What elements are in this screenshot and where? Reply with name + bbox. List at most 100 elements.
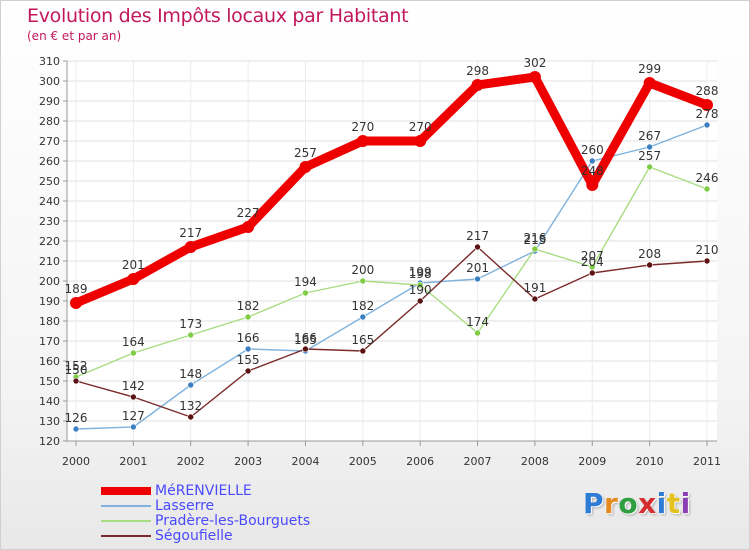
data-point [127,273,140,285]
data-point [474,275,481,283]
data-point [299,161,312,173]
data-label: 164 [122,335,145,349]
y-axis-ticks: 120 130 140 150 160 170 180 190 200 210 220 230 240 2… [39,55,67,448]
grid-lines [67,60,717,442]
data-point [72,377,80,385]
data-point [643,77,656,89]
data-label: 201 [466,261,489,275]
data-point [701,99,713,111]
data-label: 302 [523,56,546,70]
data-labels-layer: 189 201 217 227 257 270 270 298 302 248 299 288 126 1… [65,56,719,425]
data-point [242,221,255,233]
data-label: 198 [409,267,432,281]
logo-letter: r [604,487,619,520]
data-point [471,79,484,91]
data-point [187,331,195,339]
series-line-m-renvielle [71,72,712,308]
legend-swatch-lasserre [101,505,151,507]
data-label: 299 [638,62,661,76]
y-tick-label: 230 [39,215,60,228]
data-label: 207 [581,249,604,263]
y-tick-label: 200 [39,275,60,288]
data-label: 190 [409,283,432,297]
x-tick-label: 2007 [464,455,492,468]
x-tick-label: 2001 [119,455,147,468]
data-label: 298 [466,64,489,78]
proxiti-logo: Proxiti [583,487,691,520]
y-tick-label: 210 [39,255,60,268]
data-label: 127 [122,409,145,423]
x-tick-label: 2004 [291,455,319,468]
data-point [302,345,309,353]
x-tick-label: 2000 [62,455,90,468]
data-label: 217 [466,229,489,243]
data-point [646,143,653,151]
data-point [130,423,137,431]
data-point [130,349,137,357]
data-point [474,329,481,337]
legend-swatch-pradere [101,520,151,522]
data-label: 227 [237,206,260,220]
data-point [586,179,599,191]
data-label: 182 [237,299,260,313]
data-label: 248 [581,164,604,178]
logo-letter: P [583,487,605,520]
data-label: 182 [351,299,374,313]
x-axis-ticks: 2000 2001 2002 2003 2004 2005 2006 2007 2008 2009… [62,441,721,468]
data-point [187,413,195,421]
data-label: 215 [523,233,546,247]
data-label: 174 [466,315,489,329]
data-point [528,71,541,83]
series-line-prad-re-les-bourguets [75,166,708,378]
x-tick-label: 2009 [578,455,606,468]
legend-swatch-segoufielle [101,535,151,537]
data-label: 148 [179,367,202,381]
logo-letter: t [666,487,681,520]
data-point [302,289,309,297]
y-tick-label: 170 [39,335,60,348]
y-tick-label: 150 [39,375,60,388]
chart-subtitle: (en € et par an) [27,29,122,43]
x-tick-label: 2005 [349,455,377,468]
legend-label: Lasserre [155,498,215,514]
data-point [70,297,82,309]
data-label: 278 [696,107,719,121]
y-tick-label: 160 [39,355,60,368]
data-label: 155 [237,353,260,367]
x-tick-label: 2011 [693,455,721,468]
data-point [703,257,711,265]
data-point [588,157,596,165]
data-label: 142 [122,379,145,393]
data-point [531,245,539,253]
logo-letter: i [656,487,667,520]
data-point [703,185,711,193]
x-tick-label: 2006 [406,455,434,468]
legend-label: Ségoufielle [155,528,233,544]
y-tick-label: 300 [39,75,60,88]
series-line-lasserre [75,124,708,430]
y-tick-label: 220 [39,235,60,248]
y-tick-label: 250 [39,175,60,188]
data-label: 288 [696,84,719,98]
data-label: 189 [65,282,88,296]
legend-label: Pradère-les-Bourguets [155,513,311,529]
x-tick-label: 2003 [234,455,262,468]
data-label: 165 [351,333,374,347]
data-label: 260 [581,143,604,157]
data-label: 194 [294,275,317,289]
data-point [244,367,252,375]
x-tick-label: 2008 [521,455,549,468]
data-point [359,313,367,321]
data-point [474,243,481,251]
data-point [359,347,367,355]
data-label: 267 [638,129,661,143]
data-label: 199 [409,265,432,279]
logo-letter: i [680,487,691,520]
data-point [359,277,367,285]
data-point [184,241,197,253]
x-tick-label: 2002 [177,455,205,468]
logo-letter: o [618,487,639,520]
plot-background [67,61,717,441]
